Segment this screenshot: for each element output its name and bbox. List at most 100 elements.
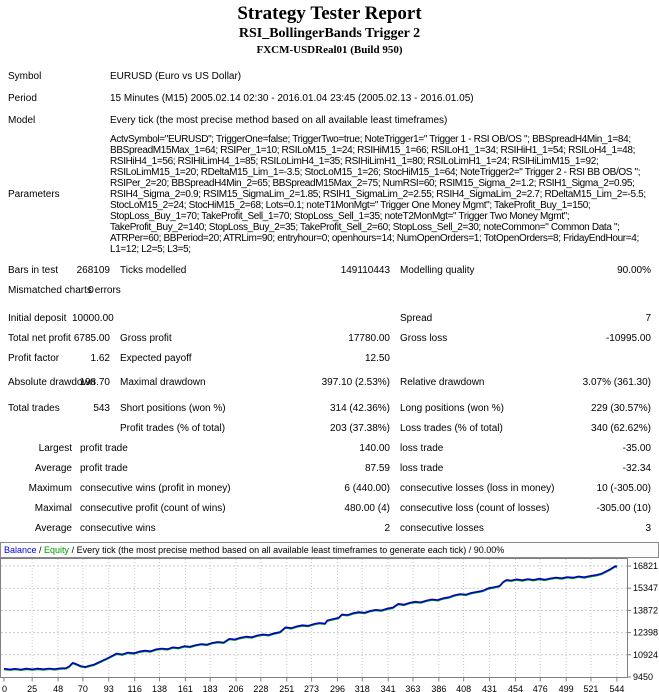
stat-value: 6 (440.00) [344, 482, 390, 494]
report-title: Strategy Tester Report [237, 3, 422, 24]
stat-value: 480.00 (4) [344, 502, 390, 514]
symbol-value: EURUSD (Euro vs US Dollar) [110, 70, 242, 82]
stat-value: 7 [645, 312, 651, 324]
x-axis-tick-label: 161 [178, 684, 193, 692]
stats-row: Maximal consecutive profit (count of wins… [0, 498, 659, 518]
stat-value: 340 (62.62%) [590, 422, 651, 434]
equity-curve [3, 566, 618, 672]
y-axis-tick-label: 12398 [633, 628, 658, 638]
stat-description: profit trade [80, 462, 128, 474]
parameters-value: ActvSymbol="EURUSD"; TriggerOne=false; T… [110, 134, 646, 255]
info-row-parameters: Parameters ActvSymbol="EURUSD"; TriggerO… [0, 131, 659, 258]
stat-value: 268109 [76, 264, 110, 276]
report-subtitle: RSI_BollingerBands Trigger 2 [238, 26, 421, 41]
stats-row: Profit factor 1.62 Expected payoff 12.50 [0, 348, 659, 368]
info-row-symbol: Symbol EURUSD (Euro vs US Dollar) [0, 65, 659, 87]
model-value: Every tick (the most precise method base… [110, 114, 448, 126]
stat-label: Maximal [34, 502, 72, 514]
stat-label: consecutive losses [400, 522, 484, 534]
balance-chart: Balance / Equity / Every tick (the most … [0, 542, 659, 692]
stats-row: Average profit trade 87.59 loss trade -32.34 [0, 458, 659, 478]
stat-label: Gross profit [120, 332, 172, 344]
stat-label: Relative drawdown [400, 376, 485, 388]
stat-value: 10 (-305.00) [596, 482, 651, 494]
stat-label: Ticks modelled [120, 264, 187, 276]
stats-row: Initial deposit 10000.00 Spread 7 [0, 308, 659, 328]
x-axis-tick-label: 544 [609, 684, 624, 692]
stats-row: Profit trades (% of total) 203 (37.38%) Lo… [0, 418, 659, 438]
stat-value: 6785.00 [73, 332, 110, 344]
x-axis-tick-label: 454 [508, 684, 523, 692]
balance-curve [3, 565, 618, 671]
stat-label: Short positions (won %) [120, 402, 226, 414]
stat-value: 543 [93, 402, 110, 414]
chart-header-text: Every tick (the most precise method base… [76, 545, 505, 555]
stat-label: Total trades [8, 402, 60, 414]
y-axis-tick-label: 13872 [633, 605, 658, 615]
x-axis-tick-label: 273 [304, 684, 319, 692]
stat-label: Mismatched charts errors [8, 284, 121, 296]
stat-label: Initial deposit [8, 312, 67, 324]
stat-value: 314 (42.36%) [329, 402, 390, 414]
x-axis-tick-label: 318 [355, 684, 370, 692]
stat-value: 10000.00 [72, 312, 114, 324]
stat-label: Absolute drawdown [8, 376, 96, 388]
stats-row: Total net profit 6785.00 Gross profit 17780… [0, 328, 659, 348]
balance-plot-svg: 9450 10924 12398 13872 15347 16821 0 25 48 70 93 11… [0, 558, 658, 692]
stat-value: 203 (37.38%) [329, 422, 390, 434]
report-account-build: FXCM-USDReal01 (Build 950) [256, 44, 403, 56]
x-axis-tick-label: 431 [482, 684, 497, 692]
stat-label: Expected payoff [120, 352, 192, 364]
stat-label: Modelling quality [400, 264, 475, 276]
stat-label: Profit factor [8, 352, 60, 364]
y-axis-tick-label: 16821 [633, 561, 658, 571]
stat-value: 149110443 [340, 264, 390, 276]
stat-value: -305.00 (10) [596, 502, 651, 514]
stats-row: Mismatched charts errors 0 [0, 280, 659, 300]
stat-value: 1.62 [90, 352, 110, 364]
stat-value: 3 [645, 522, 651, 534]
y-axis-tick-label: 10924 [633, 650, 658, 660]
x-axis-tick-label: 363 [405, 684, 420, 692]
stats-row: Bars in test 268109 Ticks modelled 14911044… [0, 260, 659, 280]
x-axis-tick-label: 296 [330, 684, 345, 692]
x-axis-tick-label: 521 [583, 684, 598, 692]
period-label: Period [8, 92, 37, 104]
info-row-period: Period 15 Minutes (M15) 2005.02.14 02:30… [0, 87, 659, 109]
stat-value: 198.70 [79, 376, 110, 388]
stat-label: Spread [400, 312, 433, 324]
stat-value: 17780.00 [348, 332, 390, 344]
stat-label: Profit trades (% of total) [120, 422, 226, 434]
x-axis-tick-label: 70 [78, 684, 88, 692]
x-axis-tick-label: 408 [456, 684, 471, 692]
stat-description: consecutive profit (count of wins) [80, 502, 226, 514]
x-axis-tick-label: 138 [152, 684, 167, 692]
statistics-table: Bars in test 268109 Ticks modelled 14911044… [0, 260, 659, 538]
stat-value: -35.00 [622, 442, 651, 454]
stat-label: loss trade [400, 442, 444, 454]
stat-value: 2 [384, 522, 390, 534]
x-axis-tick-label: 25 [27, 684, 37, 692]
stat-label: Bars in test [8, 264, 59, 276]
x-axis-tick-label: 0 [2, 684, 7, 692]
stat-value: -10995.00 [605, 332, 651, 344]
stat-label: Loss trades (% of total) [400, 422, 503, 434]
stat-label: consecutive loss (count of losses) [400, 502, 550, 514]
x-axis-tick-label: 251 [279, 684, 294, 692]
x-axis-tick-label: 206 [229, 684, 244, 692]
stat-value: 0 [88, 284, 94, 296]
stat-label: Largest [38, 442, 72, 454]
y-axis-tick-label: 15347 [633, 583, 658, 593]
x-axis-tick-label: 48 [53, 684, 63, 692]
stat-label: Average [34, 462, 72, 474]
stat-label: Long positions (won %) [400, 402, 504, 414]
stat-label: Gross loss [400, 332, 448, 344]
stats-row: Maximum consecutive wins (profit in money… [0, 478, 659, 498]
stat-value: 12.50 [364, 352, 390, 364]
stat-value: 87.59 [364, 462, 390, 474]
stat-label: loss trade [400, 462, 444, 474]
stats-row: Average consecutive wins 2 consecutive loss… [0, 518, 659, 538]
stat-label: Maximum [28, 482, 72, 494]
stat-description: consecutive wins [80, 522, 156, 534]
